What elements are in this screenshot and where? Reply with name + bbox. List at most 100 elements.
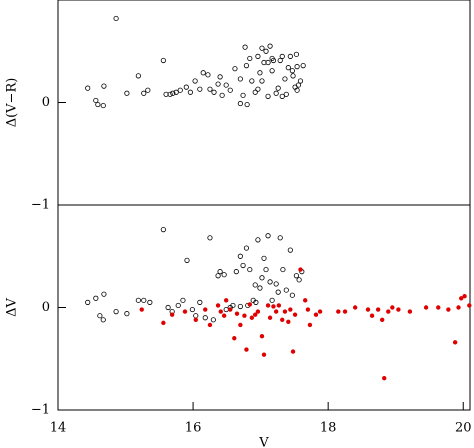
- data-point: [173, 89, 179, 95]
- data-point: [100, 317, 106, 323]
- data-point: [297, 78, 304, 84]
- data-point: [290, 73, 296, 79]
- data-point: [265, 59, 271, 66]
- data-point: [277, 235, 283, 241]
- data-point: [294, 64, 300, 70]
- data-point: [187, 89, 193, 95]
- data-point: [423, 305, 429, 310]
- data-point: [219, 92, 225, 98]
- data-point: [217, 74, 223, 80]
- data-point: [242, 44, 248, 50]
- data-point: [259, 275, 265, 281]
- data-point: [223, 298, 229, 303]
- data-point: [263, 48, 269, 54]
- data-point: [101, 83, 107, 89]
- data-point: [279, 53, 285, 59]
- data-point: [189, 306, 196, 313]
- data-point: [277, 57, 283, 64]
- data-point: [263, 266, 269, 273]
- data-point: [113, 15, 119, 22]
- data-point: [160, 227, 166, 233]
- x-tick-label: 16: [185, 421, 202, 436]
- y-tick-label: 0: [42, 95, 50, 110]
- data-point: [255, 309, 261, 314]
- data-point: [267, 279, 273, 285]
- data-point: [100, 102, 106, 109]
- data-point: [218, 309, 223, 314]
- data-point: [228, 307, 233, 312]
- y-tick-label: −1: [31, 198, 50, 213]
- data-point: [193, 317, 198, 322]
- data-point: [202, 315, 208, 321]
- data-point: [290, 349, 296, 354]
- data-point: [197, 299, 203, 305]
- data-point: [288, 307, 293, 312]
- data-point: [247, 55, 253, 62]
- data-point: [282, 309, 288, 314]
- data-point: [210, 317, 216, 323]
- data-point: [249, 315, 255, 320]
- data-point: [249, 78, 255, 84]
- x-tick-label: 20: [455, 421, 472, 436]
- data-point: [207, 86, 213, 92]
- data-point: [293, 51, 300, 57]
- x-tick-label: 18: [320, 421, 337, 436]
- data-point: [307, 322, 313, 328]
- data-point: [93, 97, 99, 104]
- data-point: [242, 313, 247, 318]
- data-point: [275, 85, 281, 91]
- data-point: [233, 269, 239, 275]
- data-point: [253, 299, 259, 305]
- data-point: [230, 302, 236, 309]
- data-point: [135, 297, 141, 303]
- data-point: [197, 86, 203, 92]
- data-point: [379, 317, 385, 322]
- data-point: [169, 312, 175, 317]
- data-point: [182, 309, 188, 314]
- data-point: [259, 78, 265, 84]
- data-point: [452, 340, 458, 345]
- data-point: [265, 93, 271, 99]
- data-point: [175, 302, 181, 309]
- data-point: [95, 101, 101, 108]
- data-point: [255, 86, 261, 92]
- data-point: [265, 303, 271, 308]
- data-point: [227, 87, 233, 93]
- data-point: [446, 307, 451, 312]
- data-point: [223, 82, 229, 88]
- data-point: [352, 305, 358, 310]
- data-point: [247, 302, 253, 307]
- data-point: [255, 53, 261, 59]
- data-point: [436, 305, 441, 310]
- data-point: [294, 87, 300, 93]
- data-point: [252, 89, 258, 95]
- data-point: [267, 43, 273, 49]
- data-point: [386, 309, 391, 314]
- data-point: [382, 376, 387, 381]
- plot-frame: [57, 204, 471, 411]
- data-point: [237, 303, 243, 310]
- data-point: [234, 311, 240, 316]
- data-point: [244, 101, 250, 108]
- data-point: [161, 320, 166, 326]
- data-point: [317, 309, 323, 314]
- data-point: [237, 100, 243, 107]
- plot-frame: [57, 0, 471, 206]
- data-point: [276, 303, 282, 308]
- data-point: [462, 294, 467, 299]
- y-axis-label: Δ(V−R): [5, 78, 20, 128]
- data-point: [232, 336, 237, 341]
- data-point: [280, 266, 286, 273]
- data-point: [85, 299, 91, 305]
- data-point: [298, 267, 303, 272]
- data-point: [287, 247, 293, 253]
- data-point: [261, 255, 267, 261]
- data-point: [165, 304, 171, 311]
- data-point: [85, 85, 91, 91]
- data-point: [257, 70, 263, 76]
- data-point: [282, 76, 288, 82]
- data-point: [275, 289, 281, 295]
- data-point: [207, 235, 213, 241]
- data-point: [257, 285, 263, 291]
- data-point: [180, 297, 186, 303]
